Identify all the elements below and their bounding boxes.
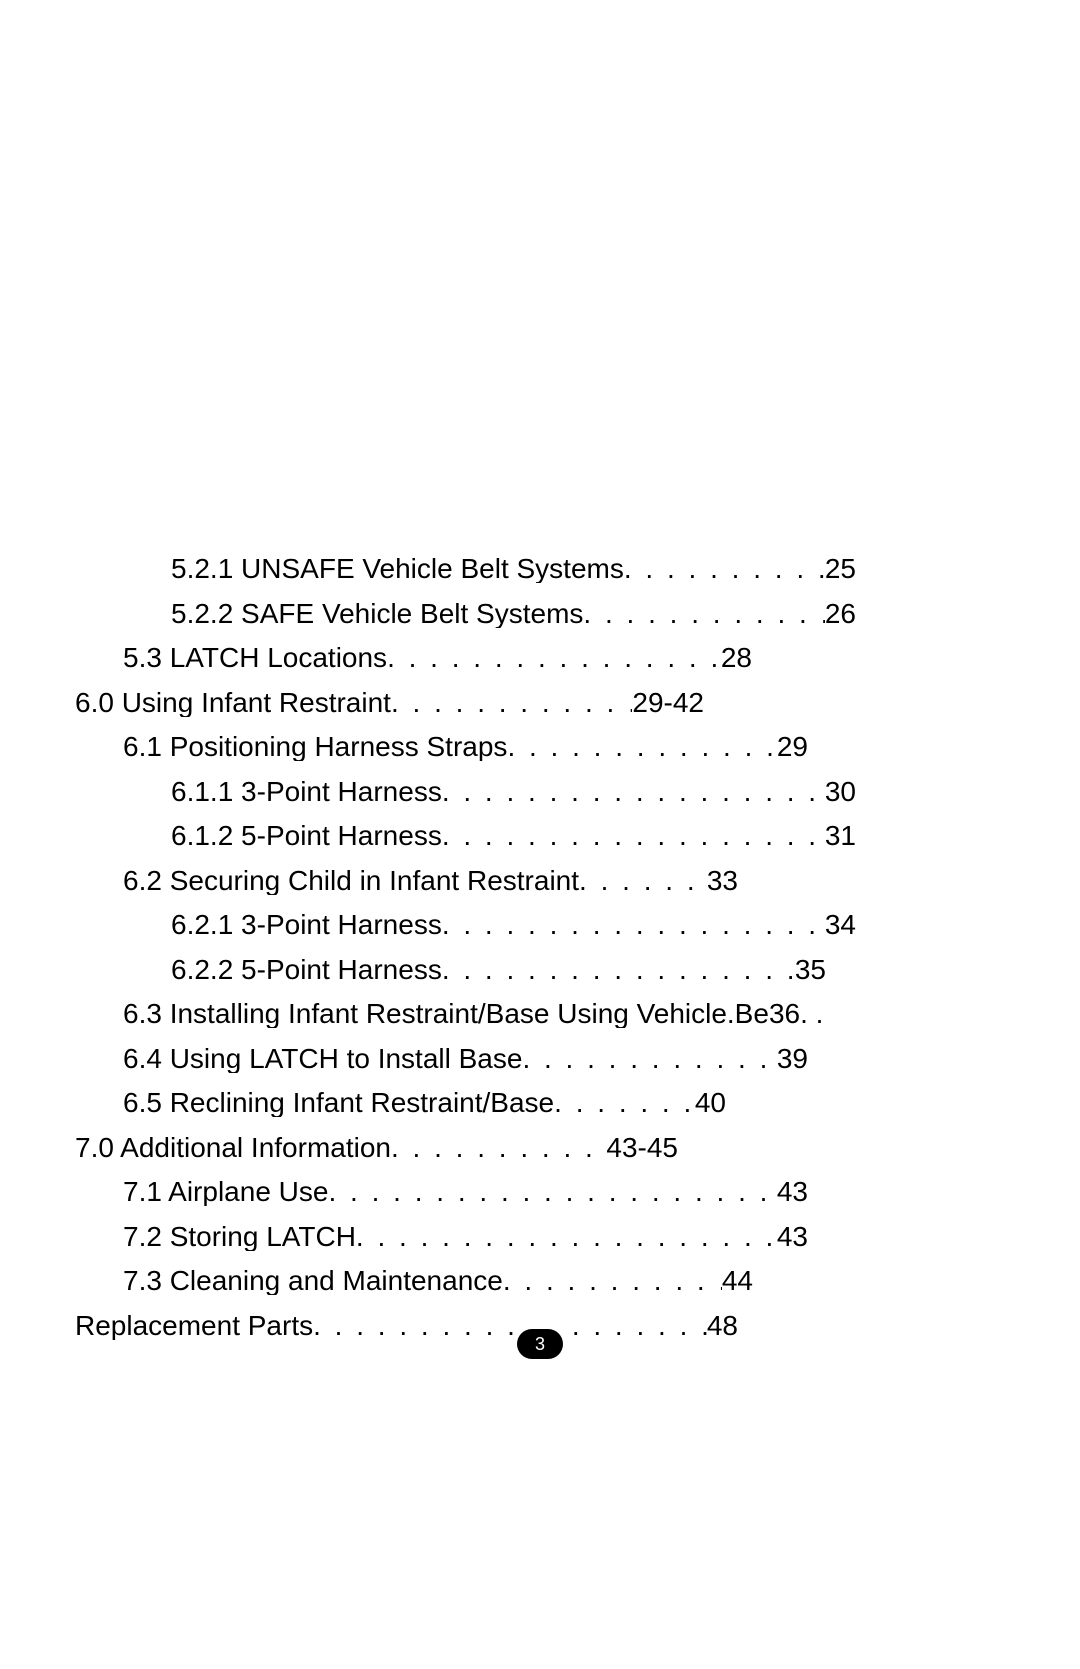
toc-entry: Replacement Parts 48: [75, 1312, 738, 1340]
toc-leader-dots: [442, 778, 825, 806]
toc-entry: 6.1.2 5-Point Harness 31: [75, 822, 856, 850]
toc-label: Replacement Parts: [75, 1312, 313, 1340]
toc-leader-dots: [507, 733, 776, 761]
toc-label: 6.0 Using Infant Restraint: [75, 689, 391, 717]
toc-leader-dots: [442, 956, 795, 984]
toc-leader-dots: [583, 600, 824, 628]
toc-leader-dots: [391, 689, 632, 717]
toc-leader-dots: [391, 1134, 606, 1162]
toc-trailing-dots: . .: [800, 1000, 823, 1028]
toc-leader-dots: [624, 555, 825, 583]
toc-entry: 6.4 Using LATCH to Install Base 39: [75, 1045, 808, 1073]
toc-label: 5.3 LATCH Locations: [123, 644, 387, 672]
toc-page: 33: [707, 867, 738, 895]
toc-entry: 7.0 Additional Information 43-45: [75, 1134, 678, 1162]
toc-page: 29-42: [632, 689, 704, 717]
toc-entry: 6.1 Positioning Harness Straps 29: [75, 733, 808, 761]
toc-leader-dots: [522, 1045, 776, 1073]
toc-leader-dots: [387, 644, 721, 672]
toc-label: 7.3 Cleaning and Maintenance: [123, 1267, 503, 1295]
toc-leader-dots: [442, 822, 825, 850]
toc-label: 6.5 Reclining Infant Restraint/Base: [123, 1089, 554, 1117]
toc-page: 43: [777, 1178, 808, 1206]
toc-entry: 6.2.1 3-Point Harness 34: [75, 911, 856, 939]
toc-label: 6.1 Positioning Harness Straps: [123, 733, 507, 761]
toc-label: 7.1 Airplane Use: [123, 1178, 328, 1206]
toc-page: 39: [777, 1045, 808, 1073]
toc-entry: 5.2.1 UNSAFE Vehicle Belt Systems 25: [75, 555, 856, 583]
toc-leader-dots: [356, 1223, 777, 1251]
toc-label: 6.2 Securing Child in Infant Restraint: [123, 867, 579, 895]
toc-page: 48: [707, 1312, 738, 1340]
toc-entry: 6.1.1 3-Point Harness 30: [75, 778, 856, 806]
toc-entry: 7.3 Cleaning and Maintenance 44: [75, 1267, 753, 1295]
toc-page: 36: [769, 1000, 800, 1028]
toc-page: 25: [825, 555, 856, 583]
toc-page: 35: [795, 956, 826, 984]
toc-page: 43-45: [606, 1134, 678, 1162]
toc-entry: 6.2.2 5-Point Harness 35: [75, 956, 826, 984]
toc-page: 26: [825, 600, 856, 628]
toc-leader-dots: [442, 911, 825, 939]
toc-label: 6.1.1 3-Point Harness: [171, 778, 442, 806]
toc-leader-dots: [503, 1267, 722, 1295]
toc-entry: 5.2.2 SAFE Vehicle Belt Systems 26: [75, 600, 856, 628]
toc-page: 43: [777, 1223, 808, 1251]
toc-page: 34: [825, 911, 856, 939]
toc-page: 31: [825, 822, 856, 850]
toc-leader-dots: [313, 1312, 707, 1340]
toc-page: 30: [825, 778, 856, 806]
toc-label: 7.2 Storing LATCH: [123, 1223, 356, 1251]
toc-leader-dots: [579, 867, 707, 895]
page: 5.2.1 UNSAFE Vehicle Belt Systems 25 5.2.2…: [0, 0, 1080, 1669]
toc-page: 28: [721, 644, 752, 672]
toc-label: 6.2.2 5-Point Harness: [171, 956, 442, 984]
toc-page: 44: [722, 1267, 753, 1295]
toc-entry: 6.2 Securing Child in Infant Restraint 33: [75, 867, 738, 895]
toc-label: 6.3 Installing Infant Restraint/Base Usi…: [123, 1000, 769, 1028]
toc-entry: 6.5 Reclining Infant Restraint/Base 40: [75, 1089, 726, 1117]
page-number: 3: [535, 1334, 545, 1355]
toc-label: 7.0 Additional Information: [75, 1134, 391, 1162]
page-number-badge: 3: [517, 1329, 563, 1359]
toc-entry: 7.1 Airplane Use 43: [75, 1178, 808, 1206]
toc-entry: 7.2 Storing LATCH 43: [75, 1223, 808, 1251]
toc-entry: 6.3 Installing Infant Restraint/Base Usi…: [75, 1000, 843, 1028]
toc-entry: 5.3 LATCH Locations 28: [75, 644, 752, 672]
toc-entry: 6.0 Using Infant Restraint 29-42: [75, 689, 704, 717]
toc-label: 5.2.1 UNSAFE Vehicle Belt Systems: [171, 555, 624, 583]
toc-label: 5.2.2 SAFE Vehicle Belt Systems: [171, 600, 583, 628]
toc-label: 6.2.1 3-Point Harness: [171, 911, 442, 939]
toc-page: 29: [777, 733, 808, 761]
toc-leader-dots: [554, 1089, 695, 1117]
toc-leader-dots: [328, 1178, 776, 1206]
toc-label: 6.1.2 5-Point Harness: [171, 822, 442, 850]
toc-page: 40: [695, 1089, 726, 1117]
toc-label: 6.4 Using LATCH to Install Base: [123, 1045, 522, 1073]
table-of-contents: 5.2.1 UNSAFE Vehicle Belt Systems 25 5.2.2…: [75, 555, 1005, 1356]
